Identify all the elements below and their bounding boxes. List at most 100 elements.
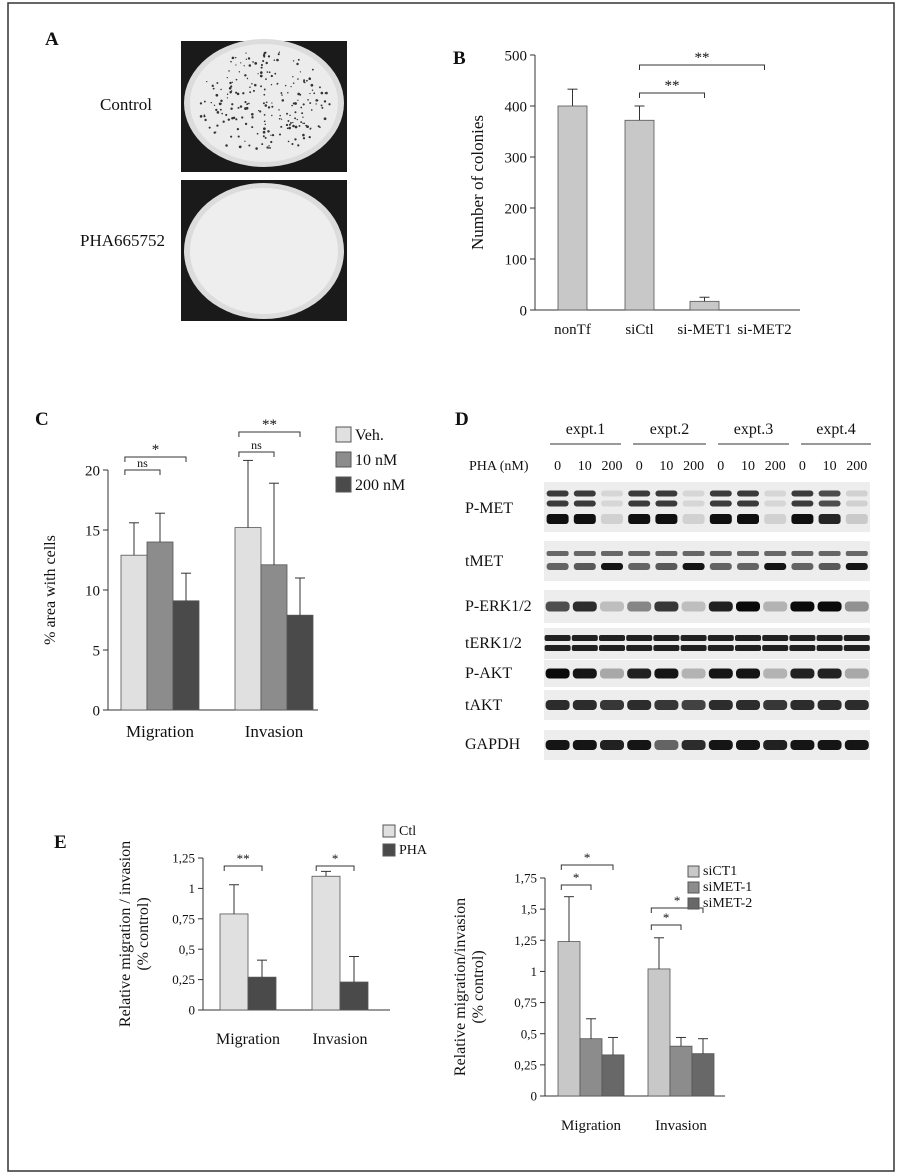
band bbox=[708, 740, 733, 750]
colony-dot bbox=[309, 92, 311, 95]
significance-label: * bbox=[674, 893, 681, 908]
band bbox=[843, 635, 870, 641]
chart-e-left: 0 0,25 0,5 0,75 1 1,25 Relative migration / in… bbox=[117, 824, 428, 1048]
colony-dot bbox=[323, 100, 327, 103]
band bbox=[601, 490, 623, 497]
band bbox=[764, 514, 787, 524]
colony-dot bbox=[306, 125, 309, 129]
band bbox=[707, 645, 734, 651]
band bbox=[681, 700, 706, 710]
colony-dot bbox=[212, 87, 215, 90]
colony-dot bbox=[240, 62, 242, 64]
band bbox=[818, 514, 841, 524]
legend-swatch bbox=[335, 426, 352, 443]
band bbox=[818, 563, 841, 570]
band bbox=[817, 601, 842, 612]
colony-dot bbox=[274, 72, 277, 75]
dose-label: 0 bbox=[717, 459, 724, 474]
colony-dot bbox=[294, 125, 298, 129]
y-tick-label: 1 bbox=[531, 964, 538, 979]
band bbox=[544, 635, 571, 641]
colony-dot bbox=[320, 104, 323, 107]
colony-dot bbox=[245, 106, 249, 110]
colony-dot bbox=[255, 147, 258, 150]
blot-membrane bbox=[544, 730, 870, 760]
panel-d-western-blot: expt.1 expt.2 expt.3 expt.4 PHA (nM) 0 10 200 0 1… bbox=[465, 421, 871, 760]
colony-dot bbox=[227, 118, 231, 121]
significance-bracket bbox=[650, 924, 682, 930]
band bbox=[762, 645, 789, 651]
colony-dot bbox=[230, 60, 232, 63]
colony-dot bbox=[239, 105, 243, 108]
band bbox=[655, 563, 678, 570]
colony-dot bbox=[248, 144, 251, 147]
band bbox=[737, 551, 759, 556]
dose-label: 0 bbox=[554, 459, 561, 474]
band bbox=[627, 740, 652, 750]
colony-dot bbox=[262, 60, 265, 63]
band bbox=[654, 740, 679, 750]
band bbox=[845, 490, 868, 497]
band bbox=[791, 500, 814, 507]
band bbox=[682, 490, 705, 497]
band bbox=[763, 668, 788, 679]
colony-dot bbox=[264, 136, 267, 139]
band bbox=[709, 500, 732, 507]
colony-dot bbox=[297, 58, 300, 61]
band bbox=[708, 668, 733, 679]
significance-label: ** bbox=[237, 851, 250, 866]
significance-label: * bbox=[584, 850, 591, 865]
colony-dot bbox=[323, 117, 327, 121]
colony-dot bbox=[297, 92, 300, 96]
band bbox=[628, 563, 651, 570]
colony-dot bbox=[264, 123, 266, 126]
colony-dot bbox=[290, 86, 292, 88]
category-label: Migration bbox=[216, 1031, 280, 1048]
colony-dot bbox=[257, 73, 259, 75]
band bbox=[545, 700, 570, 710]
significance-label: * bbox=[663, 910, 670, 925]
blot-label: tERK1/2 bbox=[465, 635, 522, 652]
colony-dot bbox=[285, 123, 289, 127]
colony-dot bbox=[251, 126, 254, 129]
colony-dot bbox=[231, 117, 234, 120]
legend-label: 10 nM bbox=[355, 452, 397, 469]
y-tick-label: 0 bbox=[189, 1003, 196, 1018]
colony-dot bbox=[248, 102, 250, 105]
colony-dot bbox=[302, 133, 305, 137]
band bbox=[628, 490, 651, 497]
dose-label: 10 bbox=[578, 459, 592, 474]
colony-dot bbox=[244, 100, 247, 104]
y-axis-label: Relative migration / invasion bbox=[117, 841, 134, 1027]
colony-dot bbox=[220, 88, 222, 91]
colony-dot bbox=[266, 71, 269, 73]
y-tick-label: 400 bbox=[505, 99, 528, 115]
colony-dot bbox=[225, 144, 228, 147]
dose-label: 10 bbox=[659, 459, 673, 474]
colony-dot bbox=[249, 86, 251, 88]
colony-dot bbox=[237, 135, 240, 138]
band bbox=[600, 668, 624, 679]
colony-dot bbox=[253, 83, 257, 87]
band bbox=[789, 635, 816, 641]
colony-dot bbox=[292, 82, 295, 84]
colony-dot bbox=[199, 102, 203, 105]
colony-dot bbox=[291, 142, 294, 146]
significance-bracket bbox=[315, 865, 355, 871]
colony-dot bbox=[235, 91, 238, 94]
colony-dot bbox=[319, 86, 321, 89]
band bbox=[708, 700, 733, 710]
band bbox=[736, 601, 760, 612]
colony-dot bbox=[199, 115, 203, 118]
band bbox=[682, 563, 705, 570]
colony-dot bbox=[287, 91, 289, 94]
colony-dot bbox=[245, 52, 247, 54]
colony-dot bbox=[263, 51, 266, 55]
colony-dot bbox=[298, 125, 301, 127]
colony-dot bbox=[251, 82, 253, 85]
bar bbox=[579, 1038, 603, 1097]
colony-dot bbox=[310, 83, 314, 87]
category-label: Invasion bbox=[655, 1118, 707, 1134]
band bbox=[790, 668, 815, 679]
colony-dot bbox=[294, 102, 297, 105]
